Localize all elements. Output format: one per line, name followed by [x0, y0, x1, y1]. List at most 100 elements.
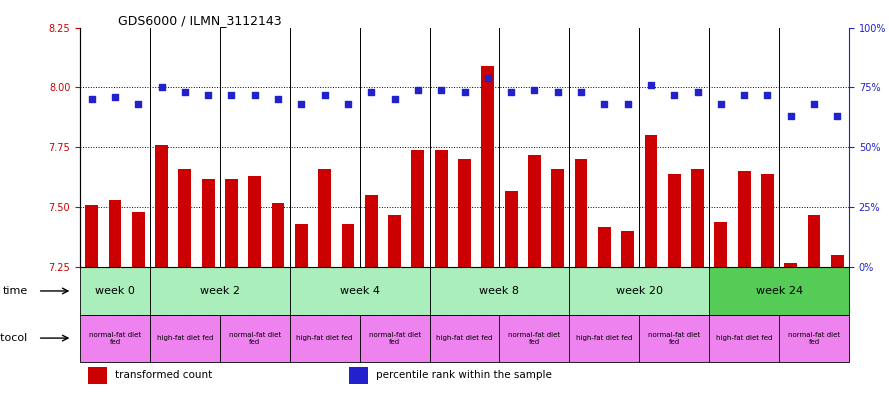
Point: [294, 101, 308, 107]
Point: [644, 82, 658, 88]
Point: [691, 89, 705, 95]
Point: [434, 87, 448, 93]
Bar: [761, 174, 773, 267]
Text: high-fat diet fed: high-fat diet fed: [576, 335, 632, 341]
Bar: [248, 176, 261, 267]
Bar: [429, 314, 500, 362]
Bar: [528, 155, 541, 267]
Point: [317, 92, 332, 98]
Bar: [225, 179, 238, 267]
Bar: [341, 224, 355, 267]
Bar: [551, 169, 565, 267]
Bar: [779, 314, 849, 362]
Bar: [150, 267, 290, 314]
Text: normal-fat diet
fed: normal-fat diet fed: [369, 332, 420, 345]
Bar: [715, 222, 727, 267]
Bar: [598, 227, 611, 267]
Bar: [179, 169, 191, 267]
Point: [760, 92, 774, 98]
Bar: [569, 267, 709, 314]
Point: [411, 87, 425, 93]
Text: normal-fat diet
fed: normal-fat diet fed: [89, 332, 141, 345]
Point: [481, 75, 495, 81]
Bar: [349, 367, 368, 384]
Text: week 2: week 2: [200, 286, 240, 296]
Point: [807, 101, 821, 107]
Bar: [668, 174, 681, 267]
Point: [458, 89, 472, 95]
Text: high-fat diet fed: high-fat diet fed: [716, 335, 773, 341]
Point: [783, 113, 797, 119]
Bar: [807, 215, 821, 267]
Text: time: time: [3, 286, 28, 296]
Point: [201, 92, 215, 98]
Bar: [156, 145, 168, 267]
Bar: [80, 267, 150, 314]
Bar: [220, 314, 290, 362]
Bar: [80, 314, 150, 362]
Point: [597, 101, 612, 107]
Point: [155, 84, 169, 91]
Point: [224, 92, 238, 98]
Point: [504, 89, 518, 95]
Bar: [108, 200, 122, 267]
Text: percentile rank within the sample: percentile rank within the sample: [376, 370, 552, 380]
Bar: [458, 160, 471, 267]
Text: normal-fat diet
fed: normal-fat diet fed: [648, 332, 701, 345]
Bar: [709, 314, 779, 362]
Bar: [88, 367, 107, 384]
Bar: [150, 314, 220, 362]
Text: normal-fat diet
fed: normal-fat diet fed: [228, 332, 281, 345]
Bar: [709, 267, 849, 314]
Text: transformed count: transformed count: [115, 370, 212, 380]
Bar: [132, 212, 145, 267]
Text: high-fat diet fed: high-fat diet fed: [156, 335, 213, 341]
Bar: [85, 205, 98, 267]
Point: [737, 92, 751, 98]
Point: [108, 94, 122, 100]
Text: high-fat diet fed: high-fat diet fed: [297, 335, 353, 341]
Point: [364, 89, 379, 95]
Point: [178, 89, 192, 95]
Text: week 24: week 24: [756, 286, 803, 296]
Text: week 4: week 4: [340, 286, 380, 296]
Point: [714, 101, 728, 107]
Bar: [295, 224, 308, 267]
Bar: [290, 314, 360, 362]
Bar: [435, 150, 447, 267]
Bar: [290, 267, 429, 314]
Text: GDS6000 / ILMN_3112143: GDS6000 / ILMN_3112143: [118, 15, 282, 28]
Point: [527, 87, 541, 93]
Bar: [738, 171, 750, 267]
Point: [621, 101, 635, 107]
Bar: [429, 267, 569, 314]
Point: [667, 92, 681, 98]
Point: [388, 96, 402, 103]
Text: protocol: protocol: [0, 333, 28, 343]
Bar: [272, 203, 284, 267]
Point: [830, 113, 845, 119]
Point: [84, 96, 99, 103]
Text: week 20: week 20: [616, 286, 663, 296]
Point: [574, 89, 589, 95]
Bar: [569, 314, 639, 362]
Point: [132, 101, 146, 107]
Bar: [831, 255, 844, 267]
Text: week 8: week 8: [479, 286, 519, 296]
Bar: [505, 191, 517, 267]
Bar: [364, 195, 378, 267]
Bar: [784, 263, 797, 267]
Text: normal-fat diet
fed: normal-fat diet fed: [509, 332, 560, 345]
Bar: [482, 66, 494, 267]
Bar: [360, 314, 429, 362]
Bar: [202, 179, 214, 267]
Text: week 0: week 0: [95, 286, 135, 296]
Bar: [645, 136, 657, 267]
Bar: [318, 169, 331, 267]
Point: [340, 101, 355, 107]
Bar: [639, 314, 709, 362]
Point: [550, 89, 565, 95]
Bar: [388, 215, 401, 267]
Text: normal-fat diet
fed: normal-fat diet fed: [788, 332, 840, 345]
Point: [248, 92, 262, 98]
